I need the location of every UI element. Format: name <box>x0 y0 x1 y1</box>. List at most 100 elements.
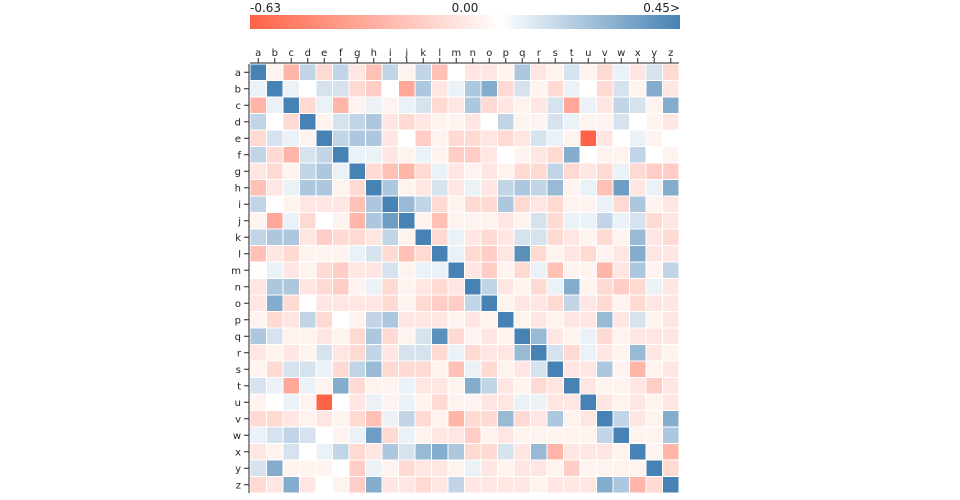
heatmap-cell-h-j <box>398 179 416 197</box>
heatmap-cell-y-g <box>348 459 366 477</box>
heatmap-cell-b-b <box>266 80 284 98</box>
heatmap-cell-k-a <box>249 228 267 246</box>
heatmap-cell-k-h <box>365 228 383 246</box>
heatmap-cell-m-k <box>414 261 432 279</box>
heatmap-cell-d-v <box>596 113 614 131</box>
heatmap-cell-w-k <box>414 426 432 444</box>
heatmap-cell-d-w <box>612 113 630 131</box>
heatmap-cell-x-u <box>579 443 597 461</box>
heatmap-cell-u-s <box>546 393 564 411</box>
heatmap-cell-y-d <box>299 459 317 477</box>
heatmap-cell-n-p <box>497 278 515 296</box>
heatmap-cell-d-j <box>398 113 416 131</box>
heatmap-cell-k-j <box>398 228 416 246</box>
heatmap-cell-x-w <box>612 443 630 461</box>
x-tick-label: s <box>553 48 558 59</box>
heatmap-cell-e-l <box>431 129 449 147</box>
heatmap-cell-p-s <box>546 311 564 329</box>
heatmap-cell-l-n <box>464 245 482 263</box>
heatmap-cell-p-k <box>414 311 432 329</box>
heatmap-cell-n-i <box>381 278 399 296</box>
heatmap-cell-l-y <box>645 245 663 263</box>
heatmap-cell-g-i <box>381 162 399 180</box>
heatmap-cell-m-u <box>579 261 597 279</box>
heatmap-cell-g-d <box>299 162 317 180</box>
heatmap-cell-e-u <box>579 129 597 147</box>
x-tick-label: e <box>321 48 327 59</box>
heatmap-cell-n-u <box>579 278 597 296</box>
heatmap-cell-f-t <box>563 146 581 164</box>
heatmap-cell-m-g <box>348 261 366 279</box>
heatmap-cell-o-g <box>348 294 366 312</box>
heatmap-cell-s-m <box>447 360 465 378</box>
heatmap-cell-l-v <box>596 245 614 263</box>
heatmap-cell-i-y <box>645 195 663 213</box>
heatmap-cell-f-a <box>249 146 267 164</box>
heatmap-cell-y-r <box>530 459 548 477</box>
heatmap-cell-x-l <box>431 443 449 461</box>
heatmap-cell-j-f <box>332 212 350 230</box>
heatmap-cell-g-r <box>530 162 548 180</box>
heatmap-cell-r-y <box>645 344 663 362</box>
heatmap-cell-t-o <box>480 377 498 395</box>
heatmap-cell-s-v <box>596 360 614 378</box>
heatmap-cell-j-r <box>530 212 548 230</box>
heatmap-cell-q-i <box>381 327 399 345</box>
heatmap-cell-t-m <box>447 377 465 395</box>
heatmap-cell-u-e <box>315 393 333 411</box>
heatmap-cell-y-a <box>249 459 267 477</box>
heatmap-cell-d-o <box>480 113 498 131</box>
heatmap-cell-c-h <box>365 96 383 114</box>
heatmap-cell-x-z <box>662 443 680 461</box>
heatmap-cell-r-k <box>414 344 432 362</box>
heatmap-cell-s-k <box>414 360 432 378</box>
heatmap-cell-l-s <box>546 245 564 263</box>
heatmap-cell-p-w <box>612 311 630 329</box>
heatmap-cell-s-w <box>612 360 630 378</box>
heatmap-cell-i-m <box>447 195 465 213</box>
heatmap-cell-y-z <box>662 459 680 477</box>
heatmap-cell-m-y <box>645 261 663 279</box>
y-tick-label: s <box>236 365 241 376</box>
heatmap-cell-r-p <box>497 344 515 362</box>
heatmap-cell-a-l <box>431 63 449 81</box>
heatmap-cell-i-u <box>579 195 597 213</box>
heatmap-cell-c-f <box>332 96 350 114</box>
heatmap-cell-a-g <box>348 63 366 81</box>
heatmap-cell-u-q <box>513 393 531 411</box>
heatmap-cells <box>249 63 680 494</box>
heatmap-cell-r-w <box>612 344 630 362</box>
heatmap-cell-k-r <box>530 228 548 246</box>
heatmap-cell-g-j <box>398 162 416 180</box>
heatmap-cell-q-o <box>480 327 498 345</box>
heatmap-cell-s-d <box>299 360 317 378</box>
heatmap-cell-w-h <box>365 426 383 444</box>
heatmap-cell-c-p <box>497 96 515 114</box>
y-tick-label: a <box>235 68 241 79</box>
heatmap-cell-z-e <box>315 476 333 494</box>
heatmap-cell-l-f <box>332 245 350 263</box>
y-tick-label: v <box>235 414 241 425</box>
heatmap-cell-o-h <box>365 294 383 312</box>
heatmap-cell-o-k <box>414 294 432 312</box>
heatmap-cell-g-v <box>596 162 614 180</box>
heatmap-cell-q-f <box>332 327 350 345</box>
heatmap-cell-c-v <box>596 96 614 114</box>
heatmap-cell-w-q <box>513 426 531 444</box>
heatmap-cell-o-z <box>662 294 680 312</box>
heatmap-cell-u-k <box>414 393 432 411</box>
heatmap-cell-c-w <box>612 96 630 114</box>
heatmap-cell-n-n <box>464 278 482 296</box>
heatmap-cell-q-c <box>282 327 300 345</box>
heatmap-cell-n-s <box>546 278 564 296</box>
heatmap-cell-t-v <box>596 377 614 395</box>
heatmap-cell-p-z <box>662 311 680 329</box>
heatmap-cell-d-m <box>447 113 465 131</box>
heatmap-cell-e-n <box>464 129 482 147</box>
heatmap-cell-d-h <box>365 113 383 131</box>
heatmap-cell-u-v <box>596 393 614 411</box>
x-tick-label: r <box>537 48 542 59</box>
heatmap-cell-t-e <box>315 377 333 395</box>
heatmap-cell-k-f <box>332 228 350 246</box>
heatmap-cell-a-d <box>299 63 317 81</box>
